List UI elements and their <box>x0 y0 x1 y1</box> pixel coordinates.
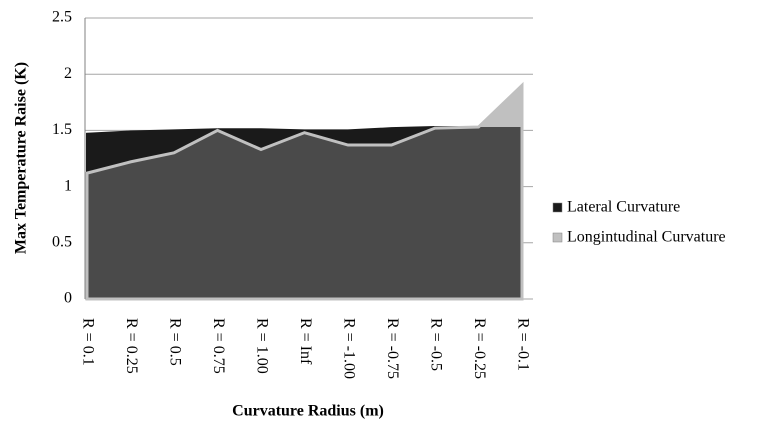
legend-label: Lateral Curvature <box>567 199 680 216</box>
legend-swatch <box>552 202 563 213</box>
legend-swatch <box>552 232 563 243</box>
x-tick-label: R = -0.25 <box>471 318 488 379</box>
x-tick-label: R = 0.75 <box>210 318 227 374</box>
legend-label: Longintudinal Curvature <box>567 229 726 246</box>
y-tick-label: 0.5 <box>52 233 72 250</box>
y-tick-label: 2 <box>64 65 72 82</box>
y-tick-label: 1 <box>64 177 72 194</box>
area <box>85 81 524 301</box>
x-tick-label: R = 0.25 <box>123 318 140 374</box>
x-tick-label: R = -0.5 <box>427 318 444 371</box>
x-tick-label: R = Inf <box>297 318 314 365</box>
x-tick-label: R = -0.75 <box>384 318 401 379</box>
y-tick-label: 1.5 <box>52 121 72 138</box>
y-tick-label: 0 <box>64 290 72 307</box>
x-tick-label: R = -1.00 <box>340 318 357 379</box>
y-tick-label: 2.5 <box>52 9 72 26</box>
x-tick-label: R = 0.1 <box>79 318 96 366</box>
x-tick-label: R = 0.5 <box>166 318 183 366</box>
x-axis-title: Curvature Radius (m) <box>232 403 384 420</box>
x-tick-label: R = 1.00 <box>253 318 270 374</box>
x-tick-label: R = -0.1 <box>514 318 531 371</box>
y-axis-title: Max Temperature Raise (K) <box>13 62 30 254</box>
area-top <box>478 85 522 128</box>
